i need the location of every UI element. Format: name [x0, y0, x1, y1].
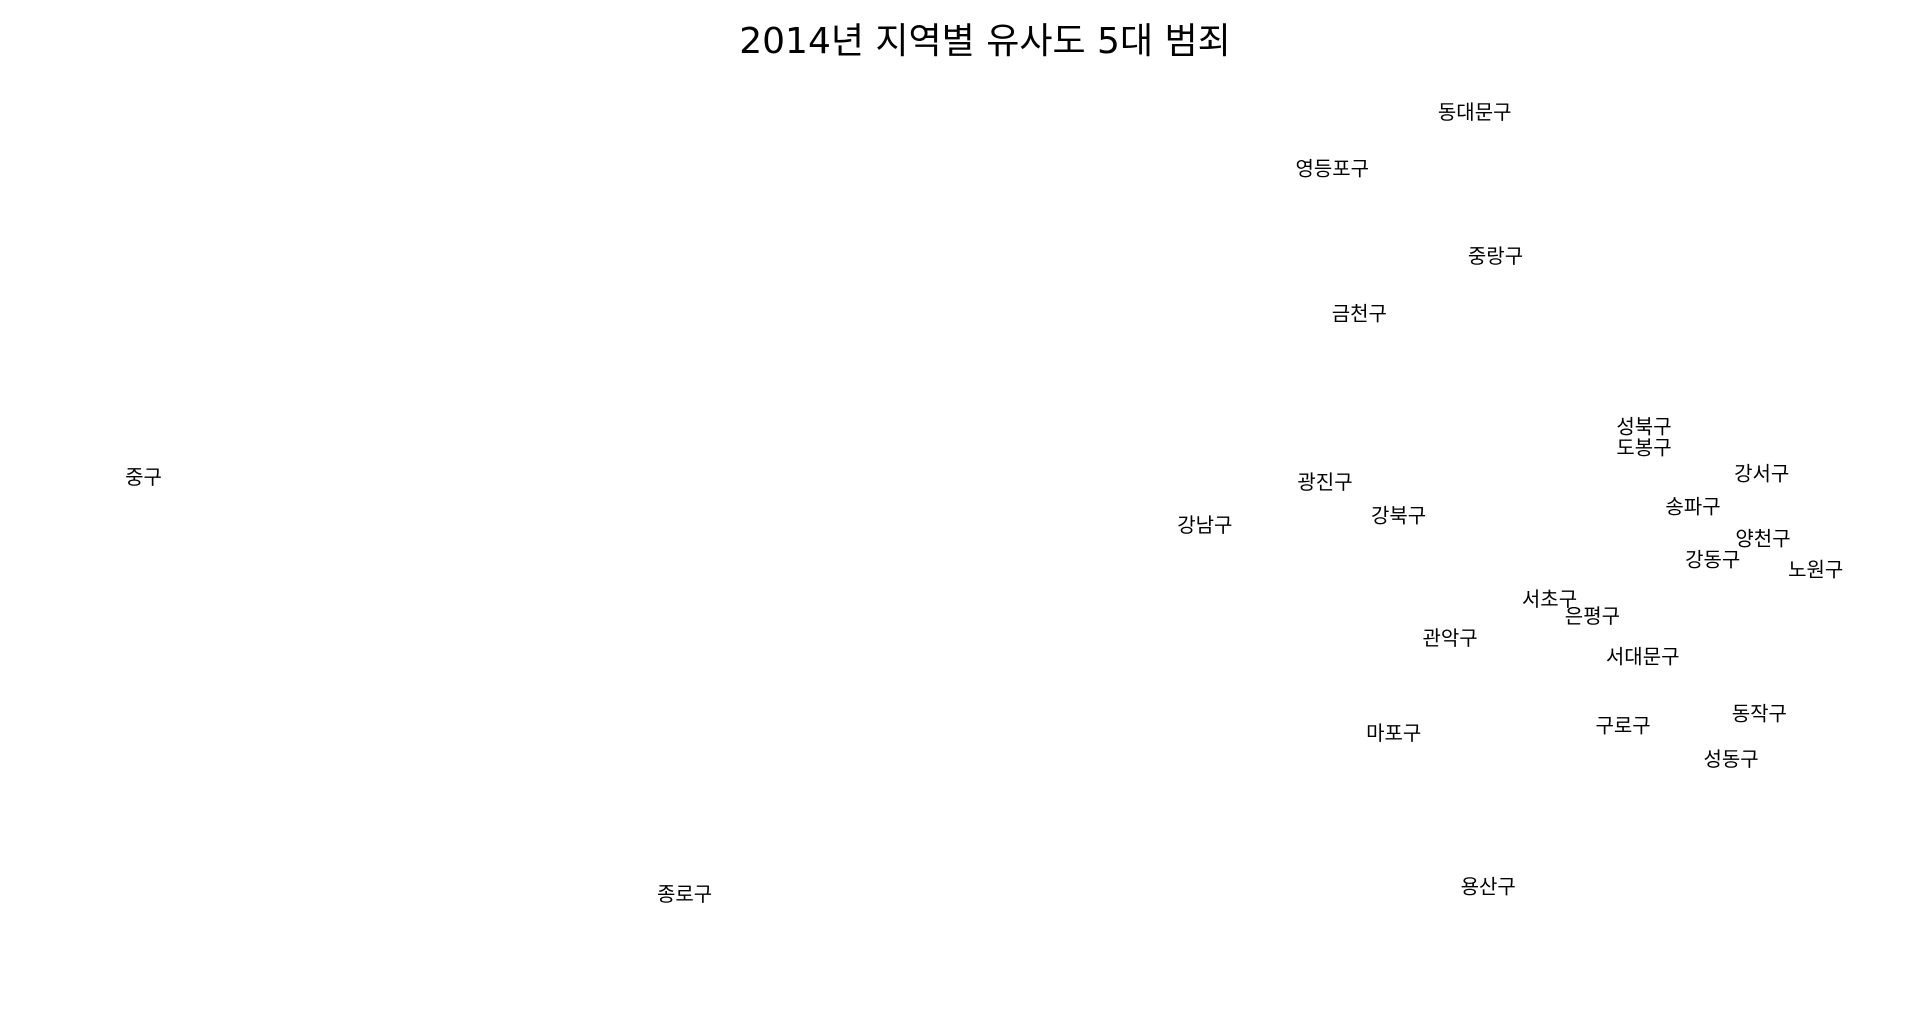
- point-label: 광진구: [1297, 470, 1352, 494]
- point-label: 은평구: [1565, 604, 1620, 628]
- point-label: 강북구: [1371, 503, 1426, 527]
- point-label: 동대문구: [1438, 100, 1512, 124]
- point-label: 중구: [125, 465, 162, 489]
- point-label: 서대문구: [1606, 645, 1680, 669]
- point-label: 강서구: [1734, 462, 1789, 486]
- point-label: 노원구: [1788, 557, 1843, 581]
- point-label: 성북구: [1616, 415, 1671, 439]
- point-label: 양천구: [1735, 527, 1790, 551]
- point-label: 마포구: [1366, 721, 1421, 745]
- point-label: 강남구: [1177, 513, 1232, 537]
- point-label: 동작구: [1732, 701, 1787, 725]
- point-label: 구로구: [1595, 714, 1650, 738]
- point-label: 중랑구: [1468, 244, 1523, 268]
- point-label: 관악구: [1422, 626, 1477, 650]
- point-label: 서초구: [1522, 587, 1577, 611]
- point-label: 금천구: [1332, 302, 1387, 326]
- point-label: 종로구: [657, 882, 712, 906]
- point-label: 영등포구: [1295, 157, 1369, 181]
- point-label: 송파구: [1665, 495, 1720, 519]
- point-label: 용산구: [1461, 875, 1516, 899]
- point-label: 도봉구: [1616, 436, 1671, 460]
- point-label: 성동구: [1703, 747, 1758, 771]
- point-label: 강동구: [1685, 548, 1740, 572]
- chart-title: 2014년 지역별 유사도 5대 범죄: [739, 21, 1231, 62]
